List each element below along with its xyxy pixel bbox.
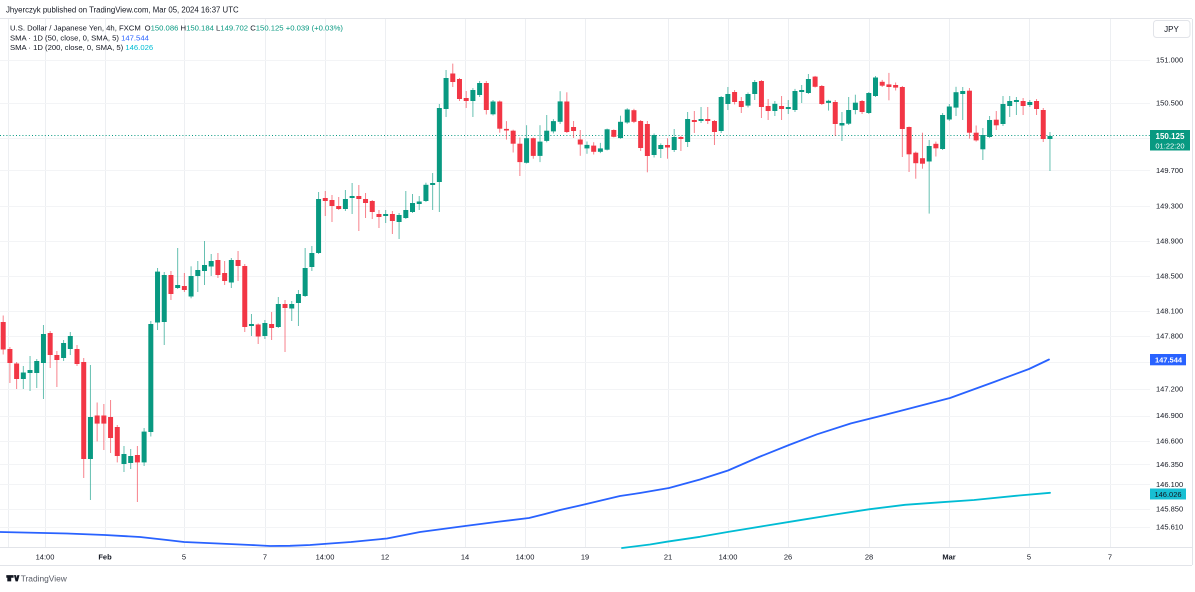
- svg-text:26: 26: [784, 552, 792, 561]
- svg-text:01:22:20: 01:22:20: [1155, 142, 1184, 151]
- svg-text:7: 7: [1108, 552, 1112, 561]
- svg-text:14:00: 14:00: [516, 552, 535, 561]
- svg-text:5: 5: [182, 552, 186, 561]
- svg-text:7: 7: [263, 552, 267, 561]
- svg-text:TradingView: TradingView: [21, 573, 68, 583]
- svg-text:150.125: 150.125: [1156, 132, 1185, 141]
- svg-text:Feb: Feb: [98, 552, 112, 561]
- svg-text:147.544: 147.544: [1155, 356, 1183, 365]
- svg-text:Jhyerczyk published on Trading: Jhyerczyk published on TradingView.com, …: [6, 6, 239, 15]
- svg-text:146.350: 146.350: [1156, 460, 1183, 469]
- svg-text:148.900: 148.900: [1156, 237, 1183, 246]
- svg-text:151.000: 151.000: [1156, 56, 1183, 65]
- svg-text:14:00: 14:00: [719, 552, 738, 561]
- svg-text:145.610: 145.610: [1156, 522, 1183, 531]
- svg-text:U.S. Dollar / Japanese Yen, 4h: U.S. Dollar / Japanese Yen, 4h, FXCM O15…: [10, 23, 343, 32]
- svg-text:147.800: 147.800: [1156, 332, 1183, 341]
- svg-text:JPY: JPY: [1164, 25, 1179, 34]
- svg-text:149.300: 149.300: [1156, 202, 1183, 211]
- svg-text:14:00: 14:00: [316, 552, 335, 561]
- svg-text:148.100: 148.100: [1156, 307, 1183, 316]
- svg-text:150.500: 150.500: [1156, 99, 1183, 108]
- svg-text:SMA · 1D (50, close, 0, SMA, 5: SMA · 1D (50, close, 0, SMA, 5) 147.544: [10, 33, 150, 42]
- svg-text:145.850: 145.850: [1156, 505, 1183, 514]
- svg-text:14: 14: [461, 552, 469, 561]
- svg-text:14:00: 14:00: [36, 552, 55, 561]
- svg-text:19: 19: [581, 552, 589, 561]
- svg-text:146.100: 146.100: [1156, 480, 1183, 489]
- svg-text:149.700: 149.700: [1156, 166, 1183, 175]
- svg-text:147.200: 147.200: [1156, 385, 1183, 394]
- svg-text:148.500: 148.500: [1156, 272, 1183, 281]
- svg-text:21: 21: [664, 552, 672, 561]
- svg-text:146.600: 146.600: [1156, 437, 1183, 446]
- svg-text:Mar: Mar: [942, 552, 955, 561]
- svg-text:12: 12: [381, 552, 389, 561]
- svg-text:28: 28: [865, 552, 873, 561]
- svg-text:146.026: 146.026: [1154, 490, 1181, 499]
- svg-text:SMA · 1D (200, close, 0, SMA,: SMA · 1D (200, close, 0, SMA, 5) 146.026: [10, 43, 153, 52]
- svg-text:5: 5: [1027, 552, 1031, 561]
- svg-text:146.900: 146.900: [1156, 411, 1183, 420]
